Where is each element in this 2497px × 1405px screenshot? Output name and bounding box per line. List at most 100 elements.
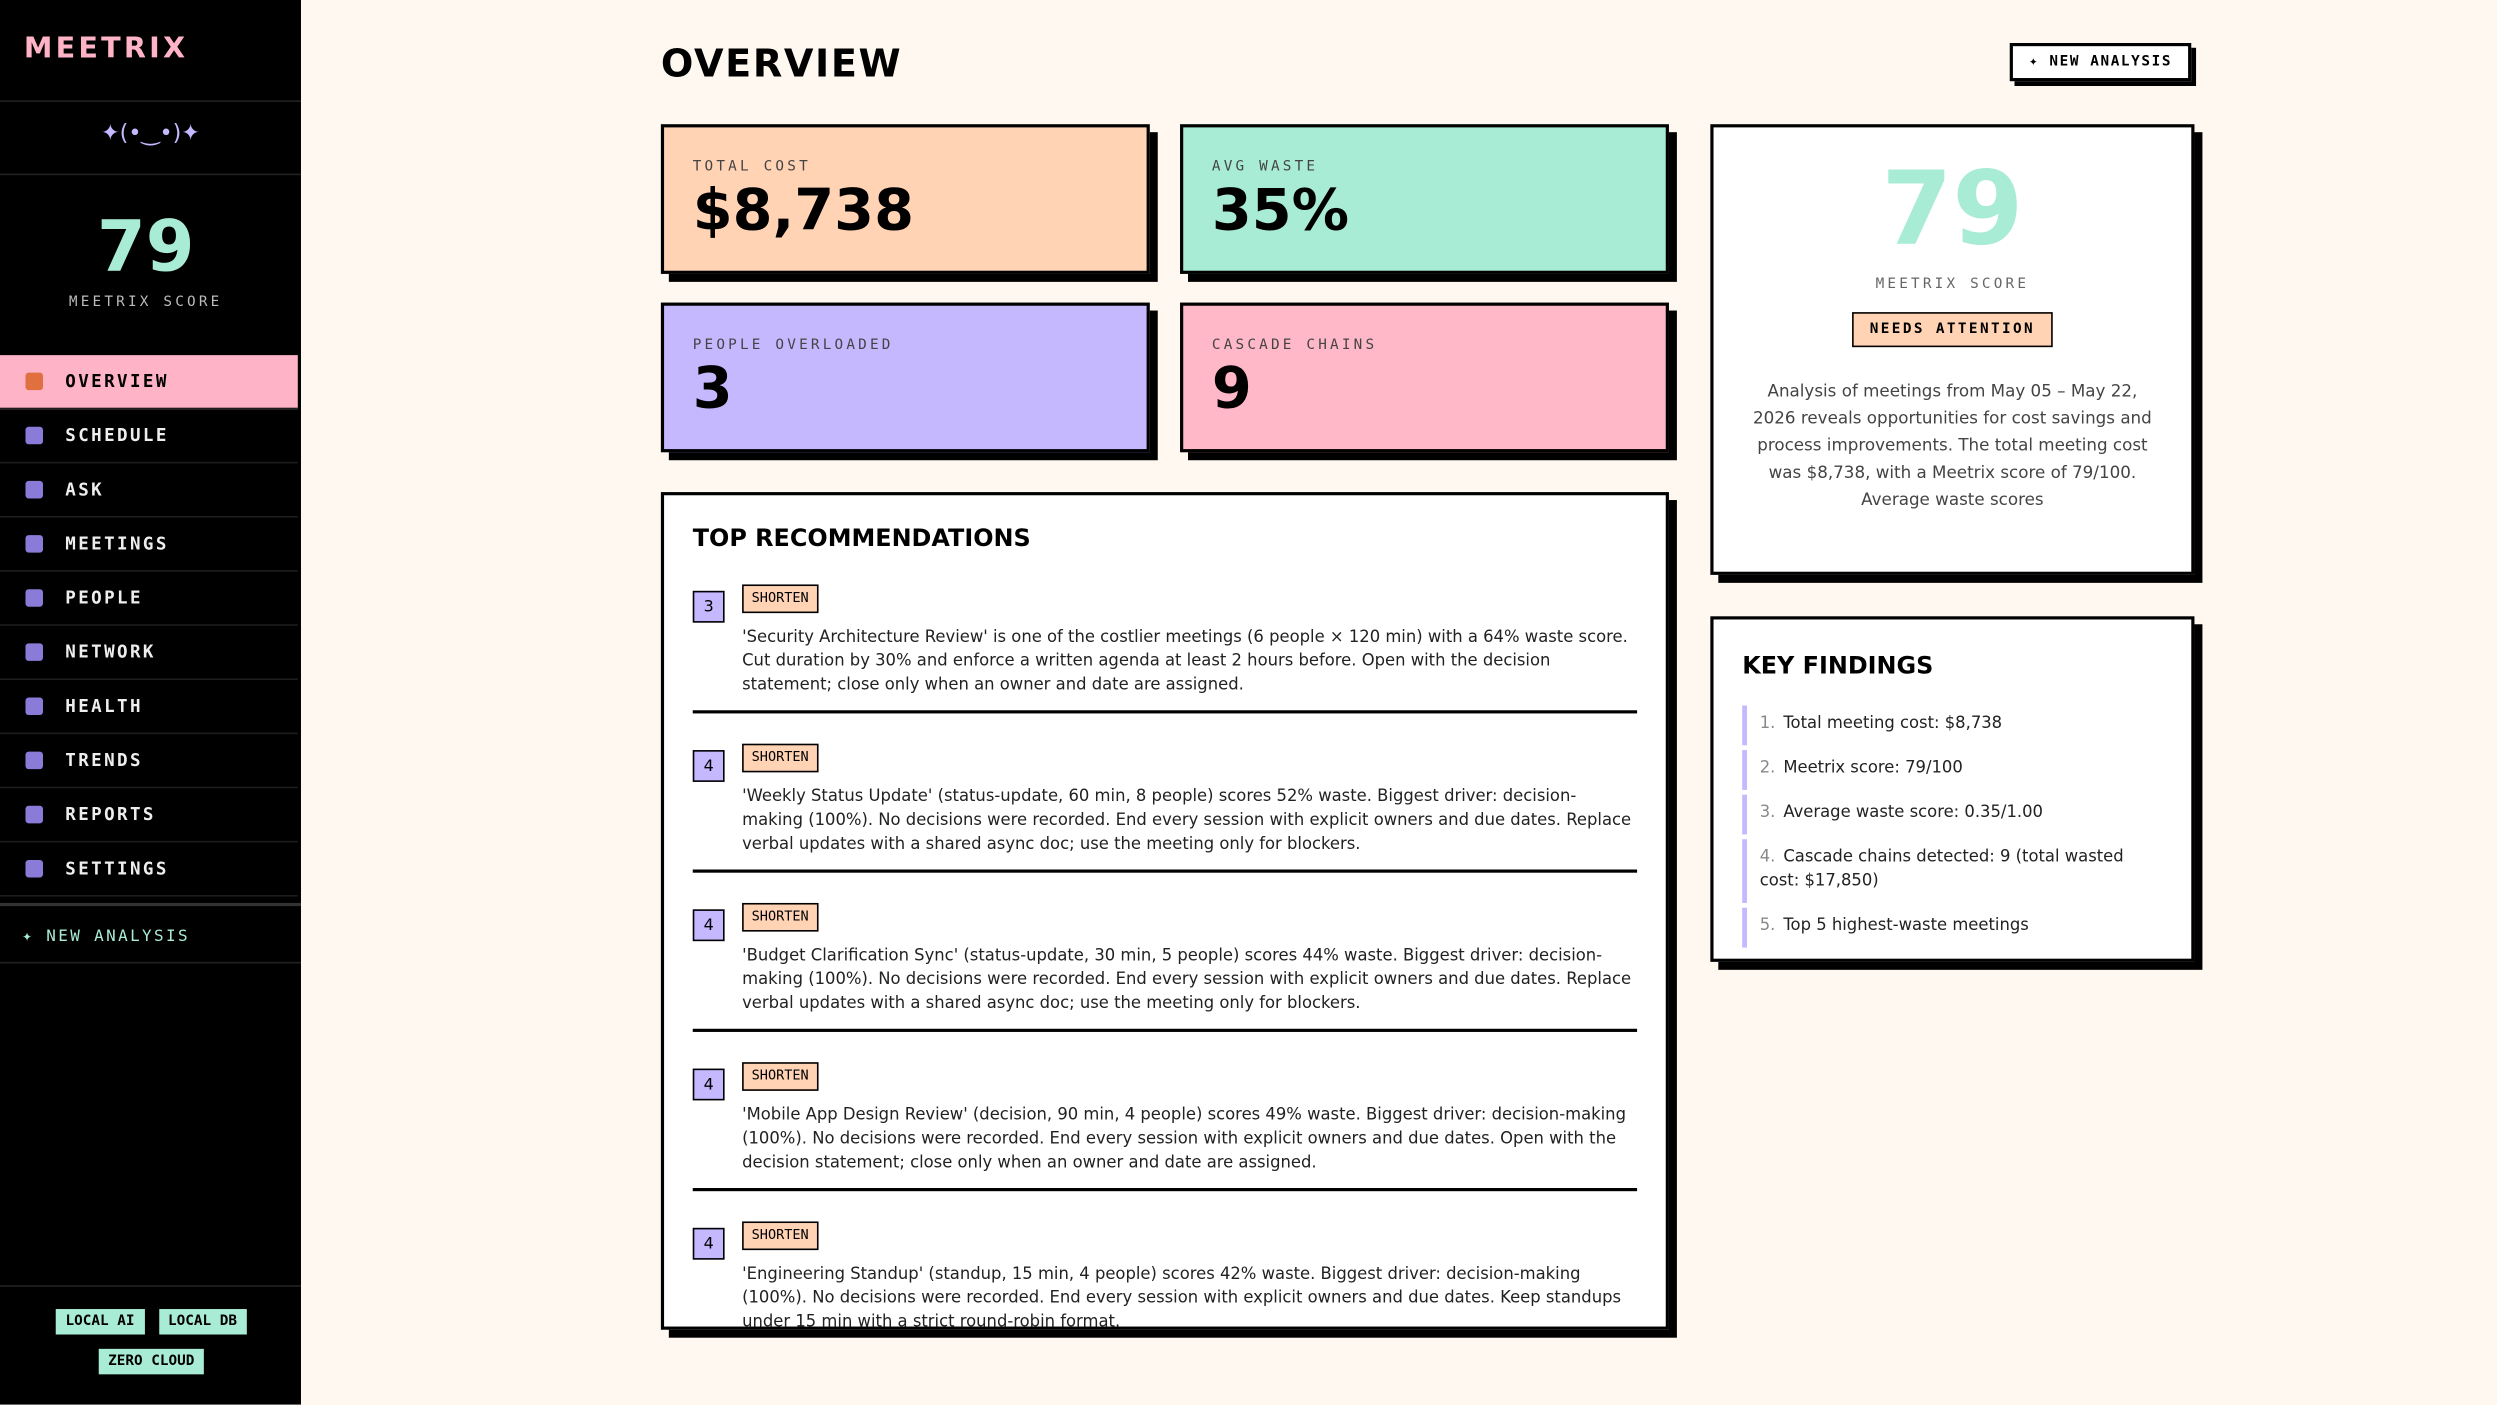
nav-label: MEETINGS [65, 533, 169, 555]
section-title: TOP RECOMMENDATIONS [692, 523, 1031, 553]
recommendation: 4 SHORTEN 'Weekly Status Update' (status-u… [692, 713, 1638, 873]
sidebar-score: 79 [96, 207, 195, 289]
sidebar-score-label: MEETRIX SCORE [68, 294, 223, 311]
new-analysis-link[interactable]: ✦ NEW ANALYSIS [22, 928, 190, 946]
divider [0, 100, 301, 102]
page-title: OVERVIEW [660, 41, 903, 86]
nav-icon [25, 697, 43, 716]
stat-label: AVG WASTE [1211, 159, 1319, 176]
rec-body: SHORTEN 'Weekly Status Update' (status-up… [742, 737, 1637, 856]
recommendation: 3 SHORTEN 'Security Architecture Review' i… [692, 578, 1638, 714]
stat-card: AVG WASTE 35% [1180, 124, 1669, 274]
stat-card: PEOPLE OVERLOADED 3 [660, 302, 1150, 453]
nav-label: TRENDS [65, 750, 143, 771]
stat-label: TOTAL COST [692, 159, 811, 176]
stat-value: 9 [1211, 356, 1252, 423]
finding-number: 2. [1759, 758, 1776, 778]
nav-item[interactable]: PEOPLE [0, 572, 298, 626]
badge: ZERO CLOUD [98, 1348, 204, 1375]
nav-icon [25, 480, 43, 499]
nav-icon [25, 805, 43, 824]
score: 79 [1881, 151, 2024, 270]
finding: 4. Cascade chains detected: 9 (total wast… [1742, 839, 2162, 903]
badges: LOCAL AI LOCAL DB ZERO CLOUD [32, 1309, 271, 1375]
nav-label: HEALTH [65, 695, 143, 717]
finding-number: 1. [1759, 713, 1776, 733]
finding-text: Average waste score: 0.35/1.00 [1783, 802, 2043, 822]
rank: 4 [692, 1227, 725, 1260]
rank: 4 [692, 1068, 725, 1101]
rec-body: SHORTEN 'Mobile App Design Review' (decis… [742, 1056, 1637, 1175]
finding-number: 3. [1759, 802, 1776, 822]
summary: Analysis of meetings from May 05 – May 2… [1753, 382, 2152, 510]
finding-text: Meetrix score: 79/100 [1783, 758, 1963, 778]
nav-icon [25, 751, 43, 770]
rec-text: 'Budget Clarification Sync' (status-upda… [742, 945, 1632, 1013]
finding: 3. Average waste score: 0.35/1.00 [1742, 794, 2162, 835]
nav-label: REPORTS [65, 804, 156, 825]
finding: 5. Top 5 highest-waste meetings [1742, 907, 2162, 948]
stat-card: CASCADE CHAINS 9 [1180, 302, 1669, 453]
stat-label: CASCADE CHAINS [1211, 337, 1378, 354]
key-findings: KEY FINDINGS 1. Total meeting cost: $8,73… [1710, 616, 2195, 962]
recommendation: 4 SHORTEN 'Engineering Standup' (standup, … [692, 1191, 1637, 1347]
finding: 1. Total meeting cost: $8,738 [1742, 705, 2162, 746]
finding-text: Top 5 highest-waste meetings [1783, 915, 2029, 935]
nav-item[interactable]: TRENDS [0, 734, 298, 789]
tag: SHORTEN [742, 584, 819, 614]
badge: LOCAL DB [158, 1309, 247, 1335]
nav-item[interactable]: REPORTS [0, 788, 298, 843]
mascot: ✦(•‿•)✦ [100, 121, 200, 147]
nav-icon [25, 859, 43, 878]
nav-item[interactable]: OVERVIEW [0, 355, 298, 410]
rank: 3 [692, 590, 725, 623]
tag: SHORTEN [742, 902, 819, 932]
rec-body: SHORTEN 'Engineering Standup' (standup, 1… [742, 1215, 1637, 1334]
nav-label: SCHEDULE [65, 425, 169, 446]
score-card: 79 MEETRIX SCORE NEEDS ATTENTION Analysi… [1710, 124, 2195, 575]
tag: SHORTEN [742, 1062, 819, 1091]
recommendation: 4 SHORTEN 'Budget Clarification Sync' (sta… [692, 873, 1638, 1032]
recommendations: TOP RECOMMENDATIONS 3 SHORTEN 'Security Ar… [660, 492, 1669, 1331]
finding-text: Total meeting cost: $8,738 [1783, 713, 2003, 733]
status-badge: NEEDS ATTENTION [1852, 312, 2053, 348]
rec-text: 'Security Architecture Review' is one of… [742, 627, 1628, 695]
stat-value: $8,738 [692, 178, 914, 244]
nav-label: PEOPLE [65, 587, 143, 609]
nav: OVERVIEW SCHEDULE ASK MEETINGS PEOPLE NETWORK… [0, 355, 298, 897]
nav-item[interactable]: ASK [0, 463, 298, 518]
nav-label: NETWORK [65, 641, 156, 663]
divider [0, 902, 301, 907]
rec-text: 'Mobile App Design Review' (decision, 90… [742, 1105, 1626, 1173]
nav-item[interactable]: SCHEDULE [0, 409, 298, 464]
sidebar: MEETRIX ✦(•‿•)✦ 79 MEETRIX SCORE OVERVIE… [0, 0, 301, 1405]
nav-icon [25, 643, 43, 661]
tag: SHORTEN [742, 743, 819, 773]
nav-icon [25, 372, 43, 391]
rec-text: 'Engineering Standup' (standup, 15 min, … [742, 1264, 1622, 1332]
stat-card: TOTAL COST $8,738 [660, 124, 1150, 274]
rec-text: 'Weekly Status Update' (status-update, 6… [742, 786, 1632, 854]
nav-item[interactable]: NETWORK [0, 626, 298, 680]
score-label: MEETRIX SCORE [1875, 277, 2030, 294]
rec-body: SHORTEN 'Budget Clarification Sync' (stat… [742, 897, 1637, 1016]
nav-item[interactable]: HEALTH [0, 680, 298, 735]
finding-number: 5. [1759, 915, 1776, 935]
nav-icon [25, 589, 43, 607]
nav-label: SETTINGS [65, 858, 169, 880]
nav-item[interactable]: MEETINGS [0, 518, 298, 572]
finding-text: Cascade chains detected: 9 (total wasted… [1759, 847, 2124, 891]
recommendation: 4 SHORTEN 'Mobile App Design Review' (deci… [692, 1032, 1638, 1192]
nav-label: ASK [65, 479, 105, 501]
finding-number: 4. [1759, 847, 1776, 867]
rank: 4 [692, 750, 725, 782]
divider [0, 961, 301, 964]
divider [0, 173, 301, 176]
stat-value: 3 [692, 356, 733, 423]
new-analysis-button[interactable]: ✦ NEW ANALYSIS [2009, 42, 2192, 82]
nav-item[interactable]: SETTINGS [0, 842, 298, 897]
brand: MEETRIX [23, 31, 189, 66]
rank: 4 [692, 909, 725, 942]
